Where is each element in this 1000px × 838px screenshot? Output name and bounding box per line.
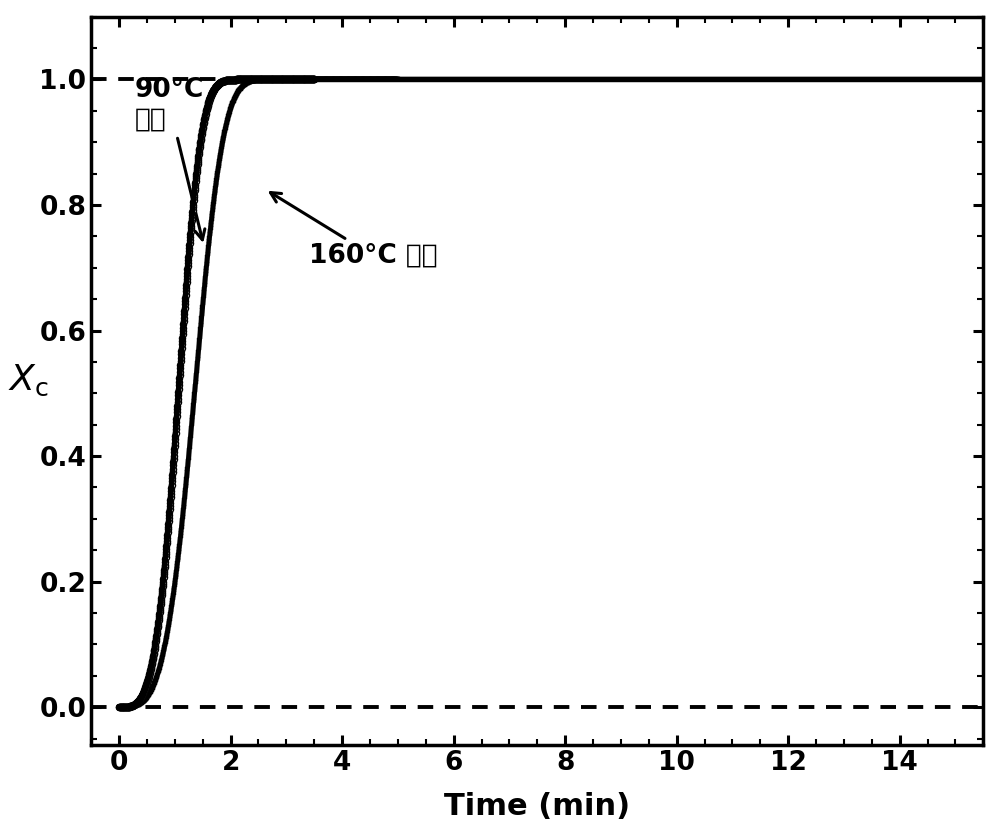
X-axis label: Time (min): Time (min) bbox=[444, 793, 630, 821]
Text: 160°C 燕融: 160°C 燕融 bbox=[270, 193, 437, 269]
Text: 90°C
燕融: 90°C 燕融 bbox=[135, 77, 205, 240]
Y-axis label: $\mathit{X}_\mathrm{c}$: $\mathit{X}_\mathrm{c}$ bbox=[8, 363, 49, 398]
